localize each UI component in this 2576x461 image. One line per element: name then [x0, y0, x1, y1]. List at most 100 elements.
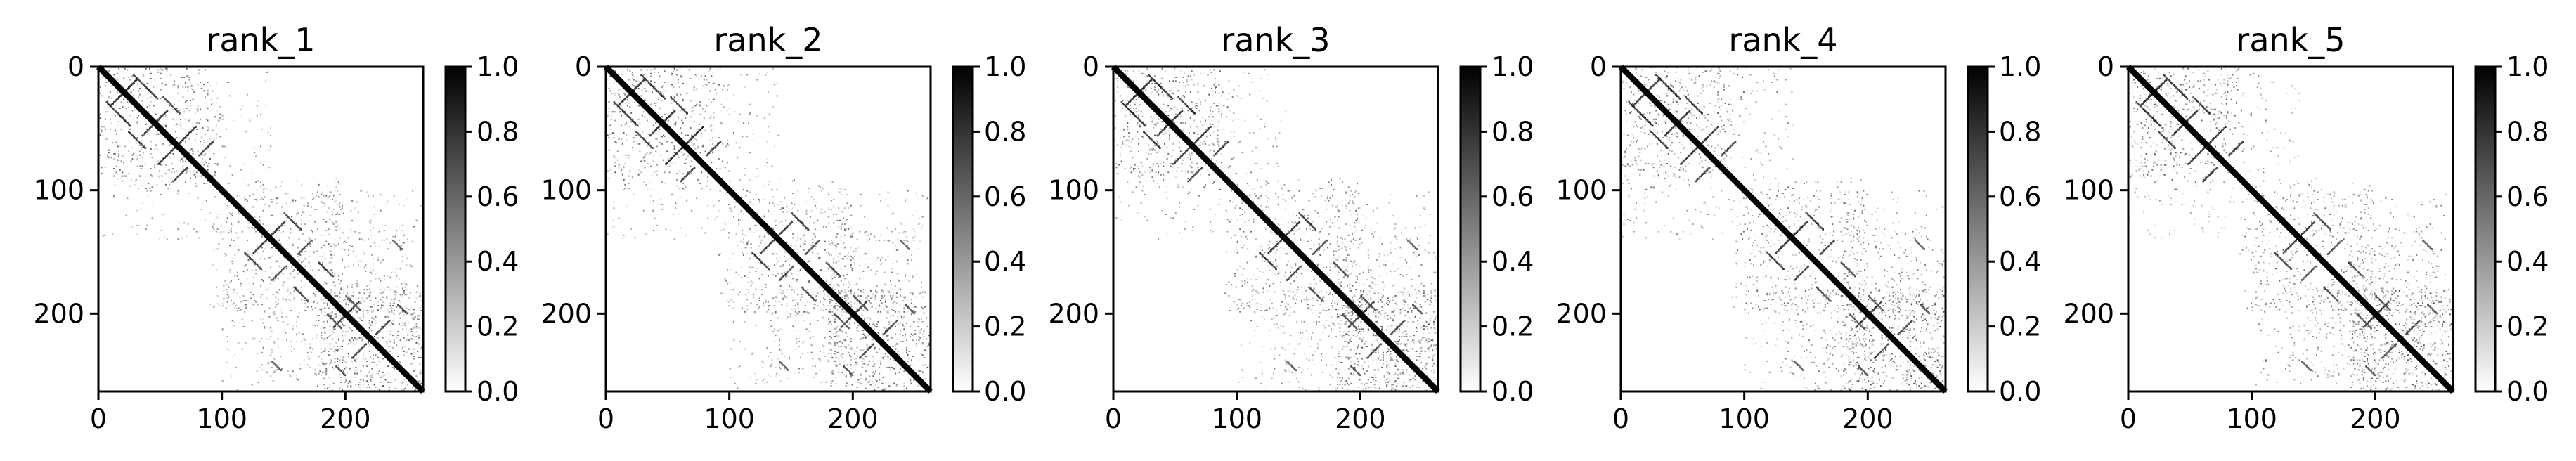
heatmap-cell	[256, 107, 258, 109]
heatmap-cell	[277, 346, 279, 349]
heatmap-cell	[340, 316, 342, 318]
heatmap-cell	[110, 85, 112, 87]
heatmap-cell	[145, 147, 147, 149]
heatmap-cell	[867, 300, 869, 301]
heatmap-cell	[273, 280, 276, 282]
heatmap-cell	[798, 270, 800, 272]
heatmap-cell	[760, 263, 762, 265]
heatmap-cell	[688, 139, 691, 142]
heatmap-cell	[753, 203, 754, 205]
heatmap-cell	[130, 133, 133, 136]
heatmap-cell	[210, 142, 213, 144]
heatmap-cell	[332, 275, 334, 278]
heatmap-cell	[701, 127, 703, 129]
heatmap-cell	[324, 349, 326, 351]
heatmap-cell	[874, 294, 876, 297]
heatmap-cell	[277, 320, 279, 322]
heatmap-cell	[188, 168, 190, 170]
heatmap-cell	[879, 333, 881, 335]
heatmap-cell	[325, 229, 328, 231]
heatmap-cell	[758, 300, 760, 301]
heatmap-cell	[276, 274, 278, 276]
heatmap-cell	[744, 174, 746, 176]
heatmap-cell	[869, 297, 872, 299]
heatmap-cell	[693, 85, 695, 87]
heatmap-cell	[680, 93, 682, 96]
heatmap-cell	[417, 316, 419, 318]
heatmap-cell	[197, 110, 199, 112]
heatmap-cell	[898, 354, 900, 356]
heatmap-cell	[846, 202, 848, 204]
heatmap-cell	[370, 379, 372, 381]
heatmap-cell	[614, 93, 616, 96]
heatmap-cell	[302, 248, 304, 250]
heatmap-cell	[136, 77, 139, 80]
heatmap-cell	[794, 178, 795, 181]
heatmap-cell	[357, 307, 360, 310]
heatmap-cell	[394, 290, 396, 292]
heatmap-cell	[876, 291, 878, 293]
heatmap-cell	[255, 301, 257, 303]
heatmap-cell	[831, 287, 834, 290]
heatmap-cell	[855, 248, 857, 250]
heatmap-cell	[734, 111, 736, 113]
heatmap-cell	[830, 275, 832, 277]
heatmap-cell	[407, 351, 409, 352]
heatmap-cell	[301, 294, 303, 296]
heatmap-cell	[122, 117, 124, 119]
heatmap-cell	[796, 338, 798, 340]
heatmap-cell	[267, 154, 269, 156]
heatmap-cell	[697, 131, 699, 134]
heatmap-cell	[143, 84, 145, 86]
heatmap-cell	[885, 198, 886, 200]
heatmap-cell	[846, 320, 848, 323]
heatmap-cell	[920, 306, 922, 308]
heatmap-cell	[838, 207, 840, 209]
heatmap-cell	[324, 268, 327, 270]
heatmap-cell	[789, 313, 791, 316]
heatmap-cell	[417, 285, 419, 287]
heatmap-cell	[693, 121, 695, 123]
heatmap-cell	[656, 145, 658, 148]
heatmap-cell	[207, 107, 209, 109]
heatmap-cell	[657, 72, 659, 73]
heatmap-cell	[914, 235, 917, 238]
heatmap-cell	[729, 207, 731, 209]
heatmap-cell	[895, 273, 898, 275]
heatmap-cell	[347, 304, 349, 306]
heatmap-cell	[306, 356, 309, 358]
heatmap-cell	[814, 245, 816, 247]
heatmap-cell	[273, 358, 276, 360]
heatmap-cell	[187, 75, 189, 77]
heatmap-cell	[209, 304, 212, 306]
heatmap-cell	[839, 340, 841, 342]
heatmap-cell	[256, 370, 258, 372]
heatmap-cell	[750, 280, 752, 282]
heatmap-cell	[407, 338, 409, 340]
heatmap-cell	[179, 100, 181, 102]
heatmap-cell	[609, 82, 611, 84]
heatmap-cell	[696, 139, 698, 141]
heatmap-cell	[190, 148, 193, 150]
heatmap-cell	[857, 330, 860, 332]
heatmap-cell	[691, 136, 693, 138]
heatmap-cell	[786, 206, 788, 208]
heatmap-cell	[879, 379, 881, 381]
heatmap-cell	[907, 244, 909, 246]
heatmap-cell	[275, 301, 277, 303]
heatmap-cell	[872, 323, 874, 325]
heatmap-cell	[174, 178, 176, 181]
heatmap-cell	[678, 188, 680, 190]
heatmap-cell	[902, 300, 904, 301]
heatmap-cell	[890, 316, 891, 318]
heatmap-cell	[865, 379, 867, 381]
heatmap-cell	[915, 296, 917, 298]
heatmap-cell	[678, 157, 680, 159]
heatmap-cell	[291, 266, 292, 268]
heatmap-cell	[101, 126, 103, 128]
heatmap-cell	[772, 297, 775, 299]
heatmap-cell	[744, 234, 746, 236]
heatmap-cell	[214, 171, 216, 174]
heatmap-cell	[903, 328, 905, 330]
heatmap-cell	[872, 339, 874, 342]
